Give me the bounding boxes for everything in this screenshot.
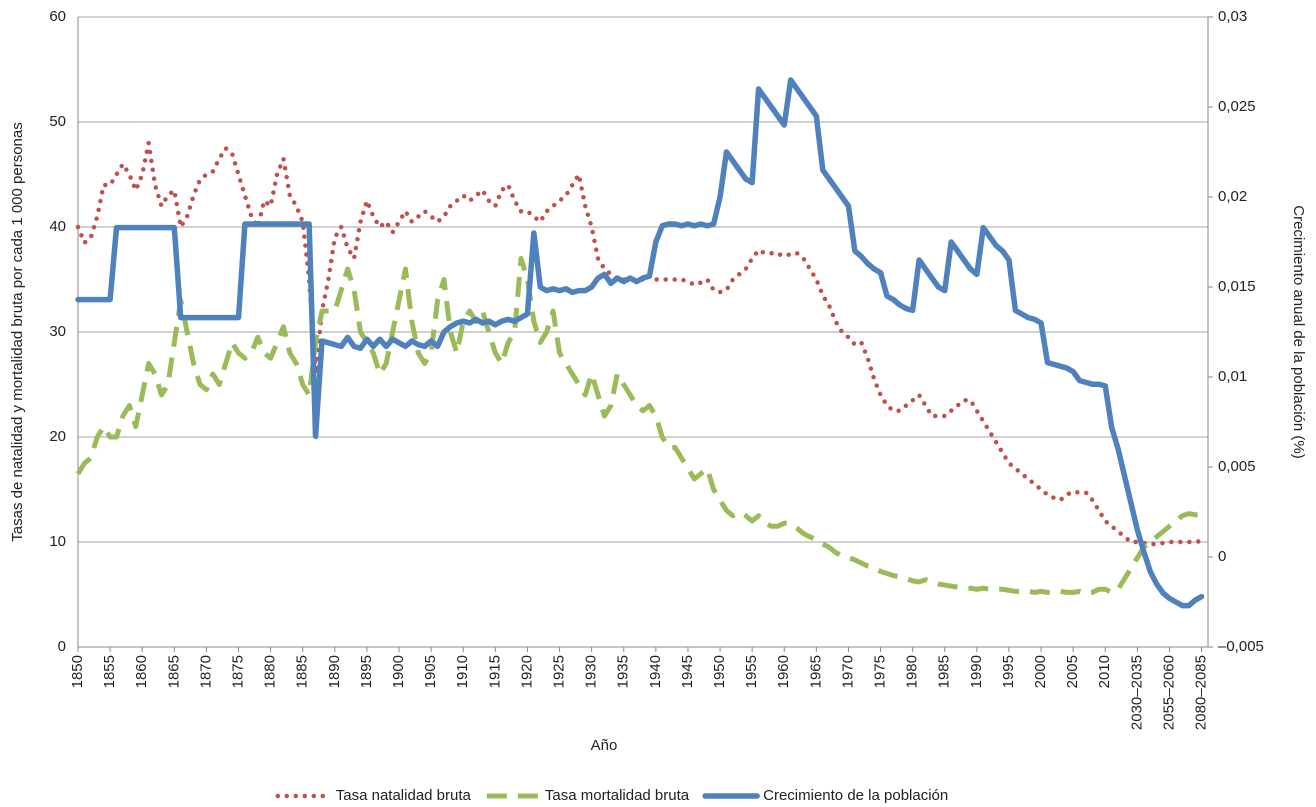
x-tick-label: 1910 [454,655,471,688]
y2-tick-label: 0,005 [1218,458,1256,475]
x-tick-label: 1850 [69,655,86,688]
legend-label: Crecimiento de la población [763,787,948,804]
x-tick-label: 1880 [262,655,279,688]
x-tick-label: 1930 [583,655,600,688]
y-tick-label: 20 [49,428,66,445]
legend-label: Tasa natalidad bruta [336,787,472,804]
y2-tick-label: 0,03 [1218,8,1247,25]
x-tick-label: 2055–2060 [1160,655,1177,730]
x-tick-label: 1925 [551,655,568,688]
y2-tick-label: 0,02 [1218,188,1247,205]
y-tick-label: 0 [58,638,66,655]
legend: Tasa natalidad bruta Tasa mortalidad brut… [275,787,948,804]
y-tick-label: 30 [49,323,66,340]
x-tick-label: 2010 [1096,655,1113,688]
x-tick-label: 1865 [165,655,182,688]
y2-axis-label: Crecimiento anual de la población (%) [1290,205,1307,458]
y-tick-label: 40 [49,218,66,235]
x-tick-label: 1915 [486,655,503,688]
x-tick-label: 1975 [872,655,889,688]
x-tick-label: 1955 [743,655,760,688]
x-tick-label: 1950 [711,655,728,688]
y2-tick-label: 0,015 [1218,278,1256,295]
x-tick-label: 2005 [1064,655,1081,688]
x-tick-label: 1905 [422,655,439,688]
x-tick-label: 1890 [326,655,343,688]
y-tick-label: 10 [49,533,66,550]
x-tick-label: 2030–2035 [1128,655,1145,730]
x-tick-label: 1940 [647,655,664,688]
series-line [75,140,1204,547]
x-tick-label: 2080–2085 [1193,655,1210,730]
x-tick-label: 1980 [904,655,921,688]
x-tick-label: 1860 [133,655,150,688]
legend-label: Tasa mortalidad bruta [545,787,690,804]
x-tick-label: 1990 [968,655,985,688]
y2-tick-label: 0,025 [1218,98,1256,115]
y2-tick-label: –0,005 [1218,638,1264,655]
x-tick-label: 1985 [936,655,953,688]
x-tick-label: 1885 [294,655,311,688]
x-axis-label: Año [591,737,618,754]
series-line [75,256,1209,596]
y2-tick-label: 0,01 [1218,368,1247,385]
x-tick-label: 1875 [229,655,246,688]
x-tick-label: 2000 [1032,655,1049,688]
x-tick-label: 1895 [358,655,375,688]
x-tick-label: 1945 [679,655,696,688]
y-tick-label: 60 [49,8,66,25]
x-tick-label: 1970 [839,655,856,688]
x-tick-label: 1920 [518,655,535,688]
y-axis-label: Tasas de natalidad y mortalidad bruta po… [9,122,26,541]
x-tick-label: 1935 [615,655,632,688]
x-tick-label: 1870 [197,655,214,688]
y-tick-label: 50 [49,113,66,130]
series-line [75,77,1205,609]
y2-tick-label: 0 [1218,548,1226,565]
x-tick-label: 1900 [390,655,407,688]
x-tick-label: 1960 [775,655,792,688]
x-tick-label: 1855 [101,655,118,688]
x-tick-label: 1995 [1000,655,1017,688]
x-tick-label: 1965 [807,655,824,688]
